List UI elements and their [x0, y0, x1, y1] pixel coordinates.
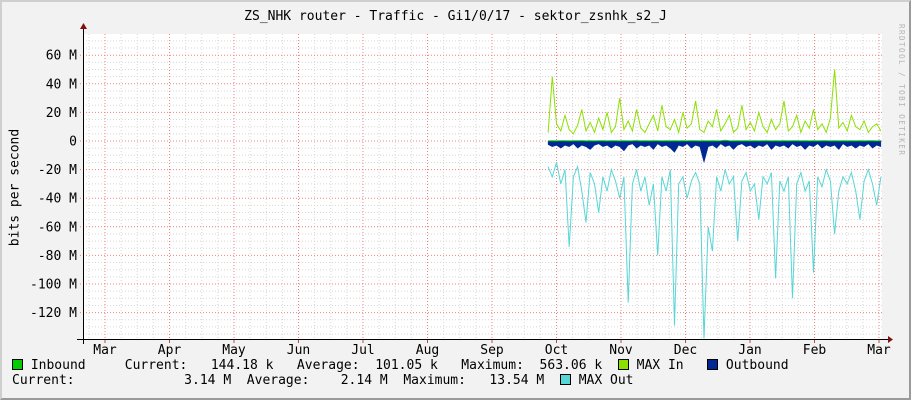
svg-text:40 M: 40 M — [46, 77, 77, 92]
legend-swatch-max-in — [617, 359, 629, 370]
legend: Inbound Current: 144.18 k Average: 101.0… — [12, 358, 789, 388]
legend-text: MAX In — [628, 358, 708, 373]
svg-text:Mar: Mar — [93, 343, 117, 358]
svg-text:20 M: 20 M — [46, 106, 77, 121]
x-tick-labels: Mar Apr May Jun Jul Aug Sep Oct Nov Dec Jan Feb Mar — [93, 343, 891, 358]
legend-swatch-inbound — [12, 359, 23, 370]
svg-text:-100 M: -100 M — [30, 278, 77, 293]
svg-text:Dec: Dec — [674, 343, 697, 358]
series-max-in — [547, 69, 882, 135]
grid-minor — [83, 34, 882, 339]
svg-text:-20 M: -20 M — [38, 163, 77, 178]
graph-title: ZS_NHK router - Traffic - Gi1/0/17 - sek… — [244, 9, 667, 24]
legend-text: MAX Out — [570, 373, 634, 388]
legend-text: Outbound — [718, 358, 789, 373]
legend-text: Current: 3.14 M Average: 2.14 M Maximum:… — [12, 373, 560, 388]
svg-text:Jan: Jan — [738, 343, 761, 358]
legend-text: Inbound Current: 144.18 k Average: 101.0… — [23, 358, 618, 373]
legend-swatch-max-out — [559, 374, 571, 385]
y-axis-arrow — [80, 23, 87, 29]
svg-text:Oct: Oct — [545, 343, 568, 358]
x-axis-arrow — [888, 336, 893, 343]
svg-text:Feb: Feb — [803, 343, 827, 358]
series-max-out — [547, 162, 882, 339]
legend-swatch-outbound — [707, 359, 719, 370]
svg-text:Sep: Sep — [480, 343, 504, 358]
svg-text:Mar: Mar — [867, 343, 891, 358]
legend-row: Current: 3.14 M Average: 2.14 M Maximum:… — [12, 373, 789, 388]
svg-text:-40 M: -40 M — [38, 192, 77, 207]
svg-text:0: 0 — [69, 135, 77, 150]
svg-text:-120 M: -120 M — [30, 306, 77, 321]
y-tick-labels: 60 M 40 M 20 M 0 -20 M -40 M -60 M -80 M -100 M -… — [30, 49, 77, 321]
svg-text:60 M: 60 M — [46, 49, 77, 64]
svg-text:-80 M: -80 M — [38, 249, 77, 264]
svg-text:Nov: Nov — [609, 343, 633, 358]
axes — [77, 28, 888, 344]
svg-text:May: May — [222, 343, 246, 358]
svg-text:Jun: Jun — [287, 343, 310, 358]
legend-row: Inbound Current: 144.18 k Average: 101.0… — [12, 358, 789, 373]
series-inbound — [548, 139, 881, 142]
svg-text:Aug: Aug — [416, 343, 439, 358]
rrdtool-watermark: RRDTOOL / TOBI OETIKER — [897, 24, 906, 157]
svg-text:Jul: Jul — [351, 343, 374, 358]
svg-text:-60 M: -60 M — [38, 220, 77, 235]
svg-text:Apr: Apr — [158, 343, 182, 358]
series-outbound — [547, 140, 882, 164]
